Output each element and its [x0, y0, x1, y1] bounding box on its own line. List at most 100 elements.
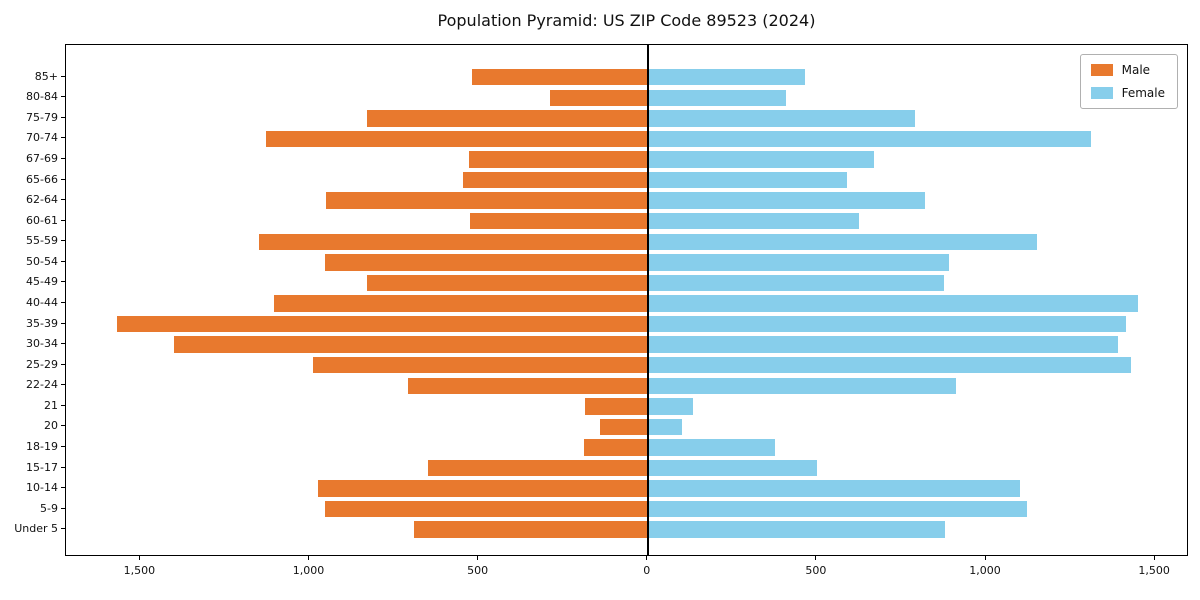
- y-tick-mark: [61, 137, 65, 139]
- x-tick-label: 500: [805, 564, 827, 577]
- x-tick-label: 1,000: [969, 564, 1001, 577]
- y-tick-mark: [61, 302, 65, 303]
- y-tick-label: 18-19: [26, 439, 58, 453]
- male-bar: [324, 254, 648, 271]
- y-tick-label: 50-54: [26, 254, 58, 268]
- female-bar: [647, 356, 1132, 374]
- y-tick-label: 5-9: [40, 501, 58, 515]
- y-tick-label: 75-79: [26, 110, 58, 124]
- female-bar: [647, 110, 915, 127]
- male-bar: [265, 130, 648, 148]
- y-tick-label: 80-84: [26, 90, 58, 104]
- y-tick-mark: [61, 528, 65, 530]
- male-bar: [463, 171, 648, 189]
- y-tick-label: 22-24: [26, 378, 58, 392]
- y-tick-label: 30-34: [26, 337, 58, 351]
- y-tick-mark: [61, 404, 65, 406]
- y-tick-mark: [61, 281, 65, 283]
- legend-swatch-male: [1090, 64, 1113, 76]
- legend-label-female: Female: [1121, 86, 1165, 100]
- y-tick-label: Under 5: [14, 522, 58, 536]
- female-bar: [647, 151, 875, 168]
- male-bar: [600, 418, 648, 436]
- legend-swatch-female: [1090, 87, 1113, 99]
- x-tick-mark: [815, 556, 817, 560]
- female-bar: [647, 130, 1091, 148]
- female-bar: [647, 274, 944, 292]
- y-tick-label: 85+: [34, 69, 58, 83]
- x-tick-mark: [646, 556, 648, 560]
- x-tick-label: 1,000: [292, 564, 325, 577]
- y-tick-mark: [61, 322, 65, 324]
- legend: Male Female: [1079, 54, 1178, 109]
- male-bar: [274, 295, 648, 312]
- female-bar: [647, 459, 817, 477]
- male-bar: [414, 521, 648, 538]
- x-tick-label: 0: [643, 564, 651, 577]
- male-bar: [585, 398, 648, 415]
- female-bar: [647, 418, 682, 436]
- y-tick-label: 62-64: [26, 193, 58, 207]
- y-tick-label: 15-17: [26, 460, 58, 474]
- y-tick-label: 60-61: [26, 213, 58, 227]
- female-bar: [647, 89, 787, 107]
- y-tick-mark: [61, 158, 65, 160]
- female-bar: [647, 398, 694, 415]
- y-tick-mark: [61, 219, 65, 221]
- female-bar: [647, 254, 949, 271]
- y-tick-mark: [61, 466, 65, 468]
- female-bar: [647, 480, 1020, 497]
- male-bar: [549, 89, 648, 107]
- x-tick-mark: [308, 556, 310, 560]
- male-bar: [367, 110, 648, 127]
- male-bar: [468, 151, 648, 168]
- y-tick-label: 25-29: [26, 357, 58, 371]
- chart-title: Population Pyramid: US ZIP Code 89523 (2…: [437, 11, 816, 30]
- female-bar: [647, 500, 1027, 518]
- female-bar: [647, 295, 1139, 312]
- male-bar: [317, 480, 648, 497]
- female-bar: [647, 439, 775, 456]
- y-tick-label: 35-39: [26, 316, 58, 330]
- y-tick-mark: [61, 363, 65, 365]
- y-tick-mark: [61, 425, 65, 427]
- y-tick-label: 55-59: [26, 234, 58, 248]
- male-bar: [583, 439, 648, 456]
- y-tick-mark: [61, 75, 65, 77]
- y-tick-label: 10-14: [26, 481, 58, 495]
- y-tick-mark: [61, 445, 65, 447]
- legend-item-male: Male: [1090, 63, 1165, 77]
- x-tick-label: 1,500: [1138, 564, 1170, 577]
- female-bar: [647, 336, 1118, 353]
- y-tick-mark: [61, 260, 65, 262]
- zero-axis-line: [647, 45, 649, 555]
- legend-item-female: Female: [1090, 86, 1165, 100]
- male-bar: [471, 69, 648, 86]
- female-bar: [647, 233, 1037, 251]
- y-tick-label: 21: [44, 398, 58, 412]
- legend-label-male: Male: [1121, 63, 1151, 77]
- female-bar: [647, 377, 956, 394]
- male-bar: [174, 336, 648, 353]
- y-tick-label: 70-74: [26, 131, 58, 145]
- x-tick-mark: [1153, 556, 1155, 560]
- male-bar: [427, 459, 648, 477]
- y-tick-mark: [61, 507, 65, 509]
- female-bar: [647, 171, 848, 189]
- x-tick-label: 500: [467, 564, 489, 577]
- x-tick-mark: [984, 556, 986, 560]
- y-tick-mark: [61, 116, 65, 118]
- female-bar: [647, 69, 806, 86]
- y-tick-mark: [61, 487, 65, 489]
- female-bar: [647, 315, 1127, 333]
- female-bar: [647, 192, 926, 209]
- female-bar: [647, 521, 946, 538]
- x-tick-mark: [477, 556, 479, 560]
- male-bar: [324, 500, 648, 518]
- plot-area: Male Female: [65, 44, 1188, 556]
- female-bar: [647, 213, 860, 230]
- y-tick-mark: [61, 240, 65, 242]
- y-tick-mark: [61, 343, 65, 345]
- y-tick-mark: [61, 199, 65, 201]
